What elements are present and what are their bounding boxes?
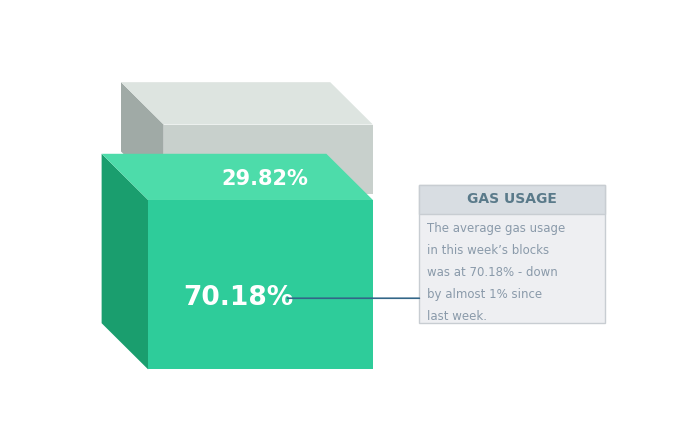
Text: GAS USAGE: GAS USAGE xyxy=(467,192,557,206)
Polygon shape xyxy=(101,154,148,370)
Text: The average gas usage
in this week’s blocks
was at 70.18% - down
by almost 1% si: The average gas usage in this week’s blo… xyxy=(427,221,566,322)
FancyBboxPatch shape xyxy=(420,185,606,323)
Polygon shape xyxy=(121,82,373,124)
Polygon shape xyxy=(148,200,373,370)
Text: 29.82%: 29.82% xyxy=(222,169,309,189)
FancyBboxPatch shape xyxy=(420,185,606,214)
Polygon shape xyxy=(163,124,373,194)
Text: 70.18%: 70.18% xyxy=(183,285,293,311)
Polygon shape xyxy=(101,154,373,200)
Polygon shape xyxy=(121,82,163,194)
